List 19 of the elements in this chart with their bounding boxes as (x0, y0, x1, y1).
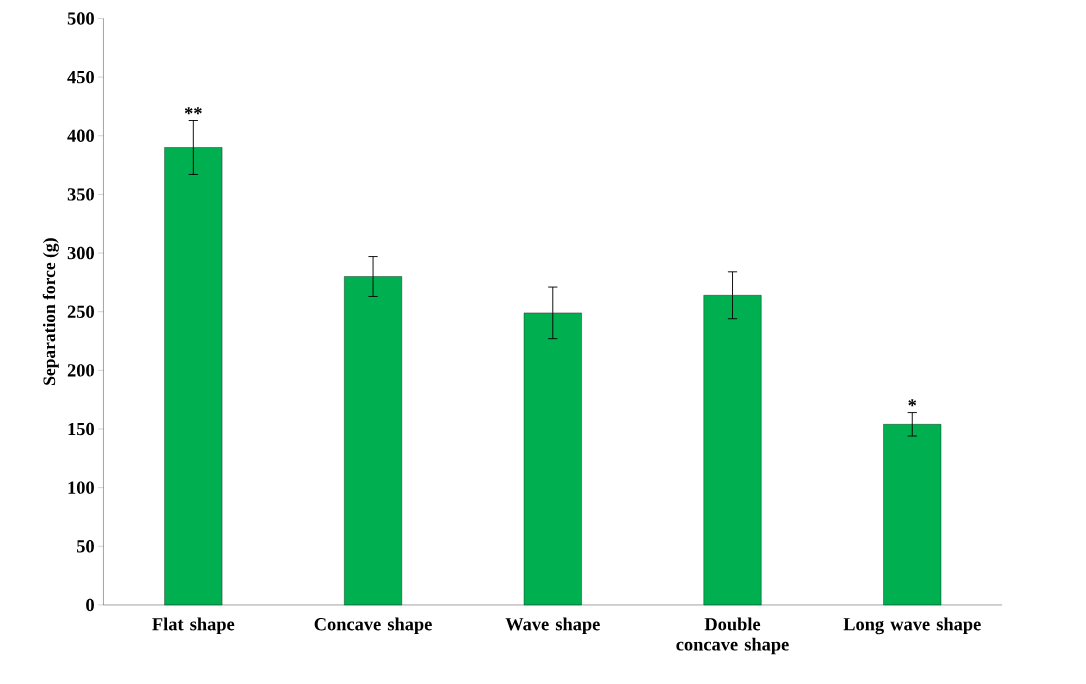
y-tick-label: 200 (67, 363, 94, 377)
x-tick-label: Wave shape (505, 617, 600, 634)
y-tick-label: 0 (86, 598, 94, 611)
x-tick-label: Flat shape (152, 617, 235, 634)
y-tick-label: 450 (67, 70, 94, 84)
y-tick-label: 100 (68, 481, 94, 494)
x-tick-label: Long wave shape (843, 617, 981, 635)
y-tick-label: 250 (67, 305, 94, 318)
y-tick-label: 300 (67, 246, 94, 260)
y-tick-label: 400 (67, 129, 94, 142)
y-tick-label: 350 (67, 188, 94, 201)
annotation: ** (184, 107, 202, 115)
y-axis-title: Separation force (g) (42, 238, 59, 385)
y-tick-label: 150 (68, 422, 94, 436)
y-tick-label: 500 (67, 12, 94, 25)
y-tick-label: 50 (76, 539, 94, 553)
annotation: * (908, 399, 917, 407)
x-tick-label: Concave shape (314, 617, 432, 634)
x-tick-label: Double concave shape (676, 617, 789, 655)
